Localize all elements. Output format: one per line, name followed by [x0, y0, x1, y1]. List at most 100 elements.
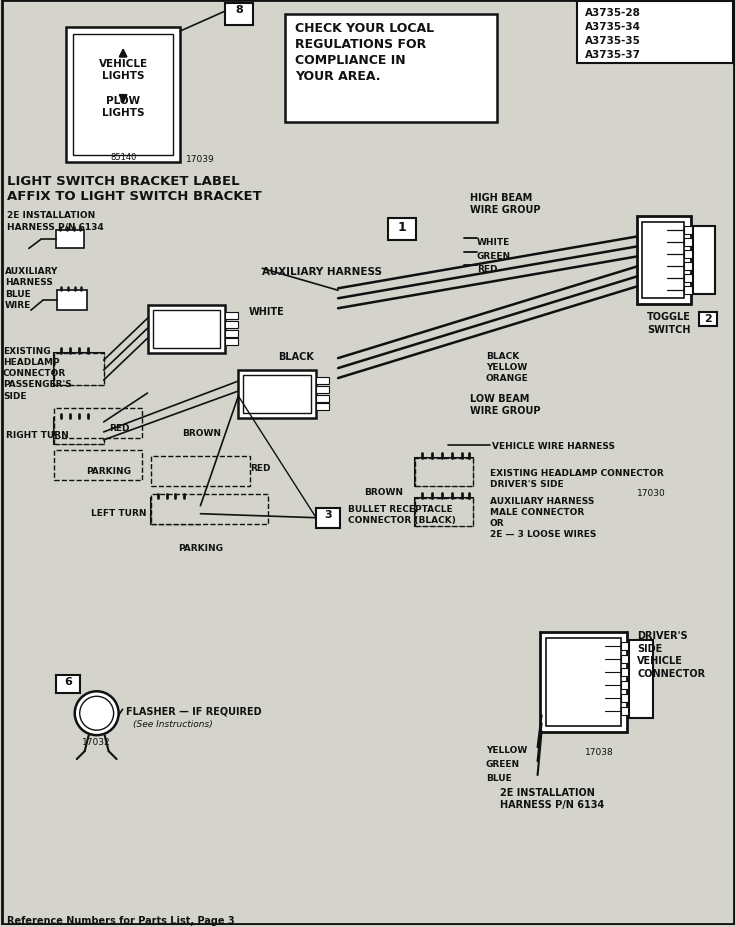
Bar: [545, 639, 621, 727]
Text: BLACK
YELLOW
ORANGE: BLACK YELLOW ORANGE: [486, 351, 528, 383]
Text: TOGGLE
SWITCH: TOGGLE SWITCH: [647, 311, 691, 335]
Text: BULLET RECEPTACLE
CONNECTOR (BLACK): BULLET RECEPTACLE CONNECTOR (BLACK): [348, 504, 456, 525]
Text: YELLOW: YELLOW: [486, 745, 527, 755]
Bar: [684, 239, 693, 248]
Bar: [684, 275, 693, 283]
Text: 3: 3: [325, 509, 332, 519]
Bar: [415, 498, 473, 527]
Text: WHITE: WHITE: [477, 238, 510, 248]
Text: WHITE: WHITE: [248, 307, 284, 317]
Bar: [66, 28, 180, 162]
Bar: [155, 502, 197, 520]
Text: 2E INSTALLATION
HARNESS P/N 6134: 2E INSTALLATION HARNESS P/N 6134: [500, 787, 604, 809]
Bar: [147, 306, 225, 354]
Bar: [415, 458, 473, 487]
Bar: [699, 313, 717, 327]
Bar: [244, 375, 311, 413]
Bar: [73, 35, 174, 156]
Text: 85140: 85140: [110, 152, 136, 161]
Bar: [54, 418, 104, 444]
Text: RIGHT TURN: RIGHT TURN: [6, 430, 68, 439]
Bar: [684, 251, 693, 259]
Text: 8: 8: [236, 5, 243, 15]
Bar: [621, 655, 629, 664]
Bar: [57, 423, 99, 440]
Text: VEHICLE WIRE HARNESS: VEHICLE WIRE HARNESS: [492, 441, 615, 451]
Text: 17038: 17038: [584, 747, 613, 756]
Text: A3735-34: A3735-34: [584, 22, 640, 32]
Text: BROWN: BROWN: [183, 428, 222, 438]
Text: DRIVER'S
SIDE
VEHICLE
CONNECTOR: DRIVER'S SIDE VEHICLE CONNECTOR: [637, 630, 705, 678]
Bar: [629, 641, 654, 718]
Bar: [316, 387, 329, 394]
Bar: [684, 287, 693, 295]
Bar: [151, 456, 250, 487]
Text: A3735-35: A3735-35: [584, 36, 640, 45]
Text: PARKING: PARKING: [85, 466, 131, 476]
Bar: [316, 403, 329, 411]
Bar: [152, 311, 220, 349]
Text: CHECK YOUR LOCAL
REGULATIONS FOR
COMPLIANCE IN
YOUR AREA.: CHECK YOUR LOCAL REGULATIONS FOR COMPLIA…: [295, 22, 434, 83]
Text: GREEN: GREEN: [477, 252, 511, 261]
Text: (See Instructions): (See Instructions): [132, 719, 212, 729]
Text: A3735-28: A3735-28: [584, 8, 640, 18]
Bar: [539, 633, 627, 732]
Bar: [684, 227, 693, 235]
Bar: [225, 313, 238, 320]
Text: BLUE: BLUE: [486, 773, 512, 782]
Bar: [56, 676, 79, 693]
Text: BLACK: BLACK: [278, 351, 314, 362]
Bar: [621, 694, 629, 703]
Text: VEHICLE
LIGHTS: VEHICLE LIGHTS: [99, 58, 148, 82]
Bar: [225, 338, 238, 346]
Text: 2: 2: [704, 314, 712, 324]
Text: A3735-37: A3735-37: [584, 50, 640, 60]
Text: 1: 1: [397, 222, 406, 235]
Text: 17030: 17030: [637, 489, 666, 497]
Text: HIGH BEAM
WIRE GROUP: HIGH BEAM WIRE GROUP: [470, 192, 540, 215]
Text: PLOW
LIGHTS: PLOW LIGHTS: [102, 95, 144, 118]
Bar: [57, 291, 87, 311]
Bar: [621, 707, 629, 716]
Text: AFFIX TO LIGHT SWITCH BRACKET: AFFIX TO LIGHT SWITCH BRACKET: [7, 189, 261, 202]
Bar: [238, 371, 316, 418]
Bar: [684, 263, 693, 271]
Text: FLASHER — IF REQUIRED: FLASHER — IF REQUIRED: [126, 705, 261, 716]
Text: EXISTING
HEADLAMP
CONNECTOR
PASSENGER'S
SIDE: EXISTING HEADLAMP CONNECTOR PASSENGER'S …: [3, 347, 71, 400]
Circle shape: [79, 696, 113, 730]
Bar: [54, 354, 104, 386]
Bar: [316, 396, 329, 402]
Text: AUXILIARY HARNESS
MALE CONNECTOR
OR
2E — 3 LOOSE WIRES: AUXILIARY HARNESS MALE CONNECTOR OR 2E —…: [489, 496, 596, 539]
Text: RED: RED: [109, 424, 129, 433]
Bar: [151, 494, 268, 524]
Text: 17032: 17032: [82, 737, 111, 746]
Circle shape: [75, 692, 118, 735]
Bar: [578, 2, 733, 64]
Bar: [54, 409, 141, 438]
Bar: [637, 217, 691, 305]
Bar: [54, 451, 141, 480]
Bar: [419, 502, 469, 522]
Bar: [693, 227, 715, 295]
Bar: [151, 498, 200, 524]
Bar: [57, 358, 99, 382]
Bar: [621, 668, 629, 677]
Bar: [415, 498, 473, 527]
Bar: [225, 4, 253, 26]
Bar: [286, 15, 497, 122]
Text: PARKING: PARKING: [178, 543, 224, 552]
Text: LOW BEAM
WIRE GROUP: LOW BEAM WIRE GROUP: [470, 394, 540, 416]
Bar: [643, 223, 684, 298]
Bar: [54, 418, 104, 444]
Text: 17039: 17039: [185, 155, 214, 163]
Bar: [621, 681, 629, 690]
Bar: [225, 322, 238, 329]
Text: EXISTING HEADLAMP CONNECTOR
DRIVER'S SIDE: EXISTING HEADLAMP CONNECTOR DRIVER'S SID…: [489, 468, 663, 489]
Bar: [225, 331, 238, 337]
Text: Reference Numbers for Parts List, Page 3: Reference Numbers for Parts List, Page 3: [7, 915, 235, 925]
Text: RED: RED: [477, 265, 498, 274]
Text: RED: RED: [250, 464, 271, 473]
Bar: [56, 231, 84, 249]
Text: LIGHT SWITCH BRACKET LABEL: LIGHT SWITCH BRACKET LABEL: [7, 174, 239, 187]
Text: GREEN: GREEN: [486, 759, 520, 768]
